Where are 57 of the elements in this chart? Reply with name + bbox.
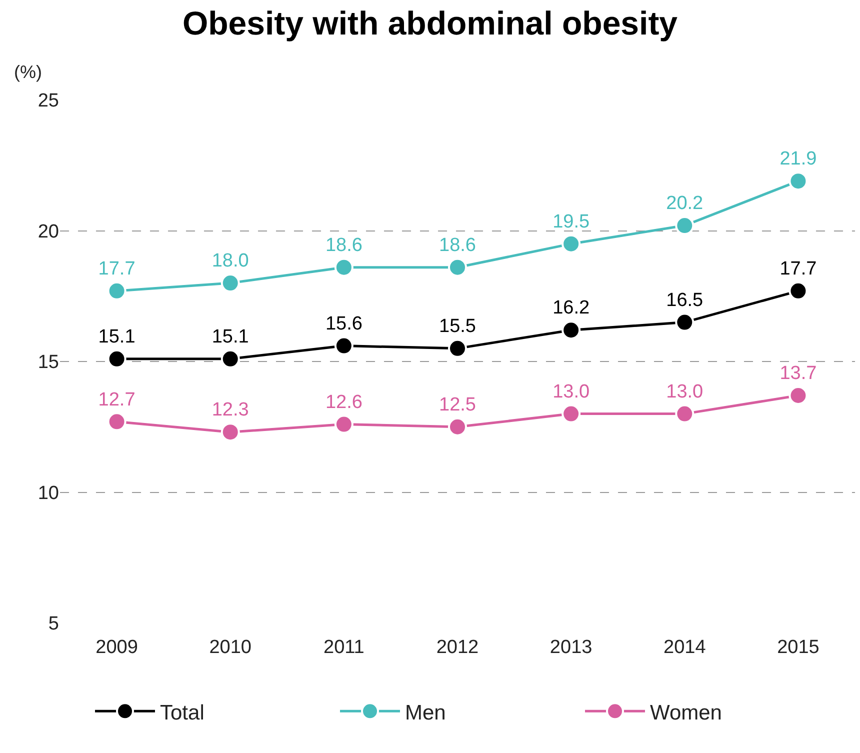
point: [220, 422, 240, 442]
data-label: 12.6: [325, 392, 362, 413]
data-label: 16.2: [552, 298, 590, 319]
point: [675, 404, 694, 424]
point: [562, 404, 581, 424]
data-label: 15.6: [325, 313, 362, 334]
data-label: 12.7: [98, 389, 136, 410]
point: [788, 281, 808, 300]
data-label: 17.7: [98, 258, 136, 280]
y-tick-label: 20: [38, 221, 59, 242]
point: [788, 172, 808, 191]
x-tick-label: 2010: [209, 637, 252, 658]
chart-title: Obesity with abdominal obesity: [182, 4, 678, 42]
data-label: 12.3: [212, 400, 249, 421]
point: [334, 258, 354, 277]
point: [562, 234, 581, 254]
data-label: 18.6: [325, 234, 362, 256]
x-tick-label: 2011: [324, 637, 364, 658]
legend-label: Total: [160, 701, 204, 724]
y-tick-label: 25: [38, 90, 59, 112]
point: [334, 336, 354, 356]
x-tick-label: 2009: [96, 637, 138, 658]
data-label: 18.6: [439, 234, 476, 256]
data-label: 21.9: [780, 148, 817, 170]
x-tick-label: 2012: [436, 637, 479, 658]
data-label: 17.7: [780, 258, 817, 280]
point: [334, 414, 354, 434]
data-label: 13.0: [666, 381, 704, 402]
y-axis-title: (%): [14, 62, 42, 82]
point: [675, 312, 694, 332]
x-tick-label: 2015: [777, 637, 820, 658]
point: [107, 412, 126, 432]
legend-label: Women: [650, 701, 722, 724]
point: [448, 258, 467, 277]
y-tick-label: 5: [48, 614, 59, 635]
data-label: 15.1: [212, 326, 249, 348]
data-label: 13.7: [780, 363, 817, 384]
data-label: 12.5: [439, 394, 476, 416]
y-tick-label: 15: [38, 352, 59, 374]
point: [788, 386, 808, 405]
y-tick-label: 10: [38, 482, 59, 504]
data-label: 20.2: [666, 193, 704, 214]
point: [220, 349, 240, 368]
point: [107, 349, 126, 368]
point: [562, 320, 581, 340]
legend-label: Men: [405, 701, 446, 724]
data-label: 18.0: [212, 250, 249, 272]
x-tick-label: 2013: [550, 637, 592, 658]
data-label: 19.5: [552, 211, 590, 232]
point: [448, 417, 467, 436]
data-label: 16.5: [666, 290, 704, 311]
point: [448, 338, 467, 358]
data-label: 15.5: [439, 316, 476, 338]
data-label: 15.1: [98, 326, 136, 348]
x-tick-label: 2014: [664, 637, 706, 658]
point: [107, 281, 126, 300]
data-label: 13.0: [552, 381, 590, 402]
